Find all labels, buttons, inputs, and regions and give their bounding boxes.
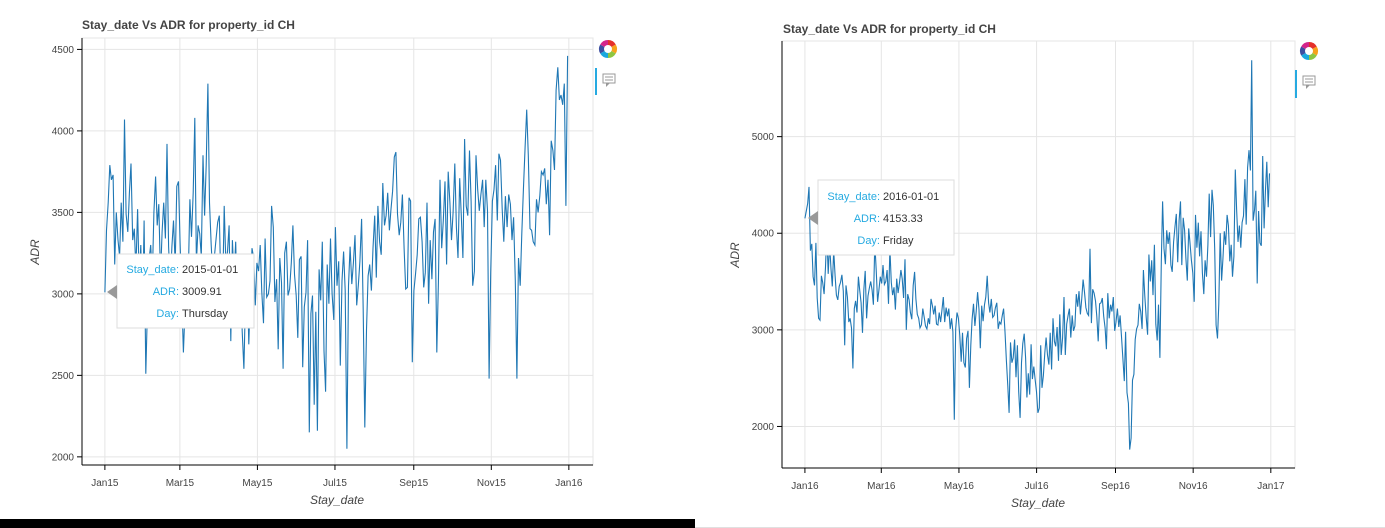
chart-title: Stay_date Vs ADR for property_id CH <box>82 18 295 32</box>
y-tick-label: 5000 <box>752 132 775 143</box>
tooltip-key: ADR: <box>854 213 880 225</box>
tooltip-key: Stay_date: <box>126 264 179 276</box>
x-axis-label: Stay_date <box>310 493 364 507</box>
tooltip-pointer <box>107 285 117 299</box>
tooltip-value: 3009.91 <box>182 286 222 298</box>
chart-toolbar <box>1295 42 1319 98</box>
x-tick-label: Nov16 <box>1179 481 1208 492</box>
y-tick-label: 4500 <box>52 45 75 56</box>
x-tick-label: Jan17 <box>1257 481 1285 492</box>
tooltip-key: Stay_date: <box>827 191 880 203</box>
x-tick-label: Mar15 <box>166 478 195 489</box>
chart-panel: Stay_date Vs ADR for property_id CH 2000… <box>695 0 1385 528</box>
hover-tool-icon[interactable] <box>602 73 616 87</box>
tooltip-value: 2016-01-01 <box>883 191 939 203</box>
x-tick-label: Nov15 <box>477 478 506 489</box>
adr-line[interactable] <box>104 55 569 449</box>
tooltip-value: 4153.33 <box>883 213 923 225</box>
chart-panel: Stay_date Vs ADR for property_id CH 2000… <box>28 18 618 507</box>
y-tick-label: 2000 <box>752 422 775 433</box>
x-tick-label: May15 <box>242 478 272 489</box>
x-tick-label: May16 <box>944 481 974 492</box>
tooltip-key: Day: <box>156 308 179 320</box>
tooltip-value: Friday <box>883 235 914 247</box>
hover-tool-icon[interactable] <box>1302 75 1316 89</box>
chart-svg: Stay_date Vs ADR for property_id CH 2000… <box>728 22 1319 510</box>
tooltip-key: Day: <box>857 235 880 247</box>
y-tick-label: 2500 <box>52 371 75 382</box>
bottom-scrollbar[interactable] <box>0 519 695 528</box>
hover-tooltip: Stay_date: 2016-01-01 ADR: 4153.33 Day: … <box>808 179 955 256</box>
y-tick-label: 2000 <box>52 452 75 463</box>
plot-area <box>81 37 594 466</box>
tooltip-box <box>116 253 255 329</box>
y-tick-label: 4000 <box>752 229 775 240</box>
hover-tooltip: Stay_date: 2015-01-01 ADR: 3009.91 Day: … <box>107 253 255 329</box>
y-axis-label: ADR <box>28 239 42 266</box>
y-axis-label: ADR <box>728 242 742 269</box>
tooltip-value: 2015-01-01 <box>182 264 238 276</box>
tooltip-pointer <box>808 211 818 225</box>
y-tick-label: 3500 <box>52 208 75 219</box>
x-tick-label: Jan16 <box>791 481 819 492</box>
y-tick-label: 4000 <box>52 126 75 137</box>
series[interactable] <box>104 55 569 449</box>
x-tick-label: Jul15 <box>323 478 347 489</box>
adr-line[interactable] <box>804 60 1271 450</box>
x-tick-label: Sep15 <box>399 478 428 489</box>
tooltip-box <box>817 179 955 256</box>
axes: 2000 2500 3000 3500 4000 4500 Jan15 Mar15 May15 J… <box>52 38 593 489</box>
y-tick-label: 3000 <box>752 325 775 336</box>
bokeh-logo-icon[interactable] <box>598 40 618 59</box>
tooltip-key: ADR: <box>153 286 179 298</box>
x-tick-label: Jan16 <box>555 478 583 489</box>
x-axis-label: Stay_date <box>1011 496 1065 510</box>
bokeh-logo-icon[interactable] <box>1299 42 1319 61</box>
chart-title: Stay_date Vs ADR for property_id CH <box>783 22 996 36</box>
x-tick-label: Sep16 <box>1101 481 1130 492</box>
chart-toolbar <box>595 40 618 95</box>
active-tool-indicator <box>1295 70 1297 98</box>
active-tool-indicator <box>595 68 597 95</box>
axes: 2000 3000 4000 5000 Jan16 Mar16 May16 Jul16 Sep1… <box>752 41 1295 492</box>
x-tick-label: Jan15 <box>91 478 119 489</box>
y-tick-label: 3000 <box>52 289 75 300</box>
x-tick-label: Mar16 <box>867 481 896 492</box>
tooltip-value: Thursday <box>182 308 228 320</box>
chart-svg: Stay_date Vs ADR for property_id CH 2000… <box>28 18 618 507</box>
gridlines <box>81 37 594 466</box>
x-tick-label: Jul16 <box>1025 481 1049 492</box>
series[interactable] <box>804 60 1271 450</box>
